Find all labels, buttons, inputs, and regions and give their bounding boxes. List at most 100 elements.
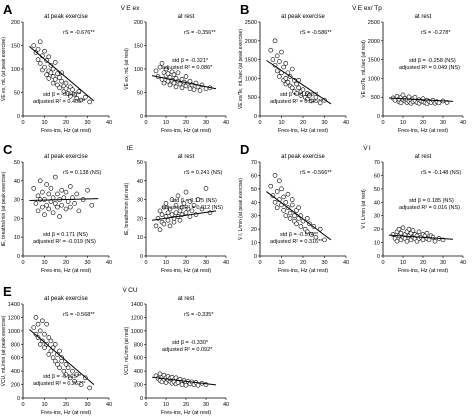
y-tick-label: 1400 — [8, 302, 20, 308]
data-point — [159, 212, 165, 217]
data-point — [285, 191, 291, 197]
data-point — [33, 331, 39, 337]
y-tick-label: 500 — [371, 95, 380, 101]
data-point — [177, 208, 183, 214]
y-tick-label: 150 — [11, 44, 20, 50]
data-point — [268, 47, 274, 53]
y-tick-label: 20 — [251, 227, 257, 233]
data-point — [181, 201, 187, 206]
data-point — [296, 205, 302, 210]
data-point — [165, 78, 171, 84]
y-tick-label: 0 — [17, 254, 20, 260]
y-tick-label: 0 — [377, 254, 380, 260]
data-point — [55, 204, 60, 210]
data-point — [161, 204, 167, 210]
data-point — [279, 49, 284, 55]
data-point — [317, 226, 323, 232]
stat-beta: std β = -0.525** — [43, 374, 82, 380]
x-tick-label: 10 — [41, 260, 47, 266]
data-point — [283, 199, 289, 205]
panel-letter: B — [240, 2, 249, 17]
data-point — [396, 226, 402, 232]
data-point — [277, 178, 282, 184]
regression-line — [388, 234, 454, 240]
data-point — [37, 178, 43, 184]
y-tick-label: 60 — [374, 173, 380, 179]
data-point — [285, 79, 291, 85]
data-point — [274, 189, 280, 194]
data-point — [68, 375, 73, 381]
chart-title: at peak exercise — [281, 14, 325, 20]
y-tick-label: 1500 — [368, 58, 380, 64]
data-point — [398, 230, 404, 236]
stat-beta: std β = -0.321* — [172, 58, 209, 64]
data-point — [50, 355, 56, 361]
data-point — [416, 229, 422, 235]
data-point — [400, 92, 406, 98]
data-point — [287, 216, 293, 221]
data-point — [37, 197, 43, 202]
data-point — [63, 372, 69, 377]
data-point — [52, 358, 58, 364]
data-point — [59, 187, 65, 193]
data-point — [195, 197, 201, 202]
y-tick-label: 50 — [14, 160, 20, 166]
data-point — [279, 186, 284, 192]
panel-letter: E — [3, 284, 12, 299]
y-tick-label: 800 — [134, 342, 143, 348]
chart-title: at peak exercise — [44, 154, 88, 160]
data-point — [52, 341, 58, 347]
stat-rs: rS = -0.568** — [63, 312, 96, 318]
stat-beta: std β = -0.598** — [280, 92, 319, 98]
data-point — [65, 365, 71, 371]
y-tick-label: 200 — [11, 383, 20, 389]
x-tick-label: 20 — [63, 260, 69, 266]
data-point — [322, 237, 327, 243]
data-point — [153, 223, 159, 229]
data-point — [57, 348, 62, 354]
data-point — [191, 87, 197, 92]
y-tick-label: 0 — [140, 114, 143, 120]
data-point — [59, 70, 65, 76]
x-tick-label: 20 — [63, 402, 69, 408]
x-tick-label: 30 — [203, 260, 209, 266]
data-point — [74, 191, 80, 197]
data-point — [191, 202, 197, 208]
data-point — [55, 191, 60, 197]
data-point — [274, 68, 280, 74]
chart-c-peak: at peak exercise 0 10 20 30 40 0 10 20 30 40 50 Fres… — [1, 154, 112, 274]
data-point — [46, 76, 52, 81]
x-axis-label: Fres-ins, Hz (at rest) — [161, 128, 211, 134]
data-point — [50, 80, 56, 86]
data-point — [195, 382, 201, 388]
regression-line — [29, 329, 95, 385]
stat-r2: adjusted R² = 0.316** — [270, 239, 323, 245]
y-tick-label: 40 — [251, 200, 257, 206]
data-point — [169, 197, 175, 202]
y-tick-label: 10 — [374, 241, 380, 247]
data-point — [33, 315, 39, 320]
x-axis-label: Fres-ins, Hz (at rest) — [161, 410, 211, 416]
y-tick-label: 70 — [251, 160, 257, 166]
data-point — [48, 186, 54, 191]
panel-title: V̇ E ex — [121, 4, 140, 12]
y-tick-label: 10 — [137, 235, 143, 241]
data-point — [197, 88, 203, 93]
y-tick-label: 1500 — [245, 58, 257, 64]
y-tick-label: 30 — [251, 214, 257, 220]
data-point — [57, 75, 62, 80]
y-tick-label: 0 — [254, 114, 257, 120]
data-point — [394, 238, 400, 244]
y-tick-label: 200 — [134, 20, 143, 26]
data-point — [183, 189, 189, 195]
data-point — [42, 212, 47, 217]
data-point — [426, 237, 432, 243]
y-tick-label: 20 — [14, 216, 20, 222]
stat-r2: adjusted R² = 0.016 (NS) — [399, 205, 460, 211]
data-point — [292, 213, 297, 219]
chart-title: at rest — [415, 14, 432, 20]
data-point — [74, 372, 80, 377]
data-point — [289, 85, 295, 91]
